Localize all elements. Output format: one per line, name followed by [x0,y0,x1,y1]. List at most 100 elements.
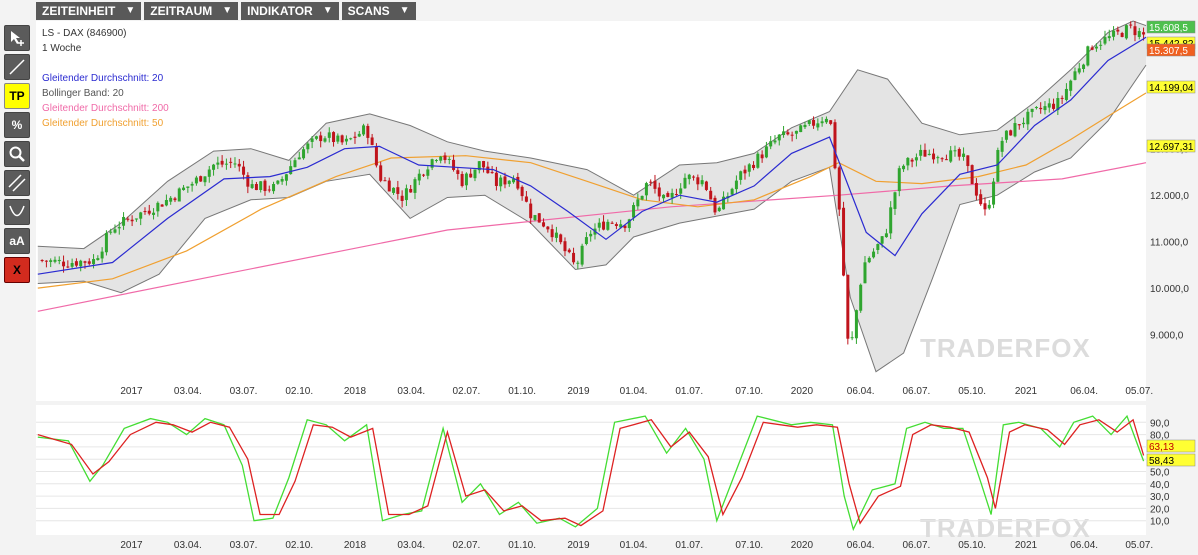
candle-body [636,199,640,207]
candle-body [949,150,953,162]
candle-body [533,215,537,221]
candle-body [979,194,983,205]
candle-body [974,183,978,196]
candle-body [1077,68,1081,73]
legend-entry: Gleitender Durchschnitt: 200 [42,103,169,114]
percent-tool-button[interactable]: % [4,112,30,138]
candle-body [319,135,323,142]
candle-body [44,260,48,262]
candle-body [1043,106,1047,111]
chevron-down-icon: ▼ [125,5,136,16]
menu-scans[interactable]: SCANS ▼ [341,2,416,20]
candle-body [512,178,516,183]
value-tag: 15.307,5 [1146,43,1196,57]
x-tick-label-lower: 07.10. [735,540,763,551]
candle-body [134,218,138,220]
candle-body [186,186,190,188]
candle-body [1013,123,1017,137]
candle-body [687,174,691,180]
candle-body [756,153,760,168]
candle-body [674,194,678,196]
candle-body [422,174,426,176]
candle-body [383,180,387,182]
candle-body [404,188,408,201]
price-tick-label: 11.000,0 [1150,238,1189,249]
x-tick-label: 05.10. [958,386,986,397]
candle-body [807,120,811,124]
candle-body [117,227,121,229]
candle-body [1086,46,1090,66]
menu-zeitraum[interactable]: ZEITRAUM ▼ [144,2,239,20]
top-menu-bar: ZEITEINHEIT ▼ ZEITRAUM ▼ INDIKATOR ▼ SCANS ▼ [36,2,416,20]
candle-body [919,149,923,156]
ma20-line [37,36,1147,275]
stoch-tick-label: 10,0 [1150,517,1170,528]
menu-zeiteinheit[interactable]: ZEITEINHEIT ▼ [36,2,142,20]
x-tick-label: 01.07. [675,386,703,397]
x-tick-label: 2020 [791,386,814,397]
pointer-tool-icon[interactable] [4,25,30,51]
candle-body [460,174,464,187]
menu-scans-label: SCANS [347,4,390,18]
x-tick-label: 03.07. [230,386,258,397]
candle-body [87,261,91,264]
x-tick-label-lower: 05.10. [958,540,986,551]
candle-body [829,120,833,124]
candle-body [357,133,361,137]
candle-body [962,153,966,157]
x-tick-label: 02.07. [453,386,481,397]
zoom-tool-icon[interactable] [4,141,30,167]
menu-indikator[interactable]: INDIKATOR ▼ [241,2,339,20]
text-size-tool-button[interactable]: aA [4,228,30,254]
candle-body [589,233,593,237]
candlesticks [40,21,1146,345]
candle-body [816,123,820,128]
candle-body [160,204,164,207]
candle-body [83,261,87,263]
candle-body [92,259,96,265]
value-tag-text: 14.199,04 [1149,83,1194,94]
candle-body [820,121,824,124]
candle-body [572,252,576,263]
candle-body [1060,97,1064,99]
candle-body [1056,98,1060,111]
candle-body [456,170,460,174]
candle-body [1133,26,1137,36]
delete-tool-button[interactable]: X [4,257,30,283]
candle-body [439,156,443,161]
candle-body [340,135,344,143]
channel-tool-icon[interactable] [4,170,30,196]
candle-body [177,188,181,202]
candle-body [542,222,546,227]
candle-body [850,337,854,339]
candle-body [880,236,884,244]
value-tag: 63,13 [1146,439,1196,453]
line-tool-icon[interactable] [4,54,30,80]
candle-body [923,149,927,157]
candle-body [332,132,336,143]
candle-body [760,154,764,159]
candle-body [679,188,683,194]
candle-body [374,146,378,166]
x-tick-label: 06.07. [903,386,931,397]
x-tick-label: 2021 [1015,386,1038,397]
candle-body [143,211,147,213]
candle-body [272,184,276,192]
x-tick-label: 2018 [344,386,367,397]
candle-body [259,181,263,190]
candle-body [233,163,237,165]
candle-body [554,232,558,238]
chevron-down-icon: ▼ [322,5,333,16]
watermark-stoch: TRADERFOX [920,513,1091,543]
candle-body [889,207,893,234]
candle-body [182,187,186,191]
candle-body [1129,24,1133,26]
candle-body [957,149,961,157]
curve-tool-icon[interactable] [4,199,30,225]
price-tick-label: 9.000,0 [1150,331,1184,342]
candle-body [992,181,996,205]
candle-body [477,161,481,171]
candle-body [739,171,743,180]
tp-tool-button[interactable]: TP [4,83,30,109]
candle-body [482,161,486,168]
